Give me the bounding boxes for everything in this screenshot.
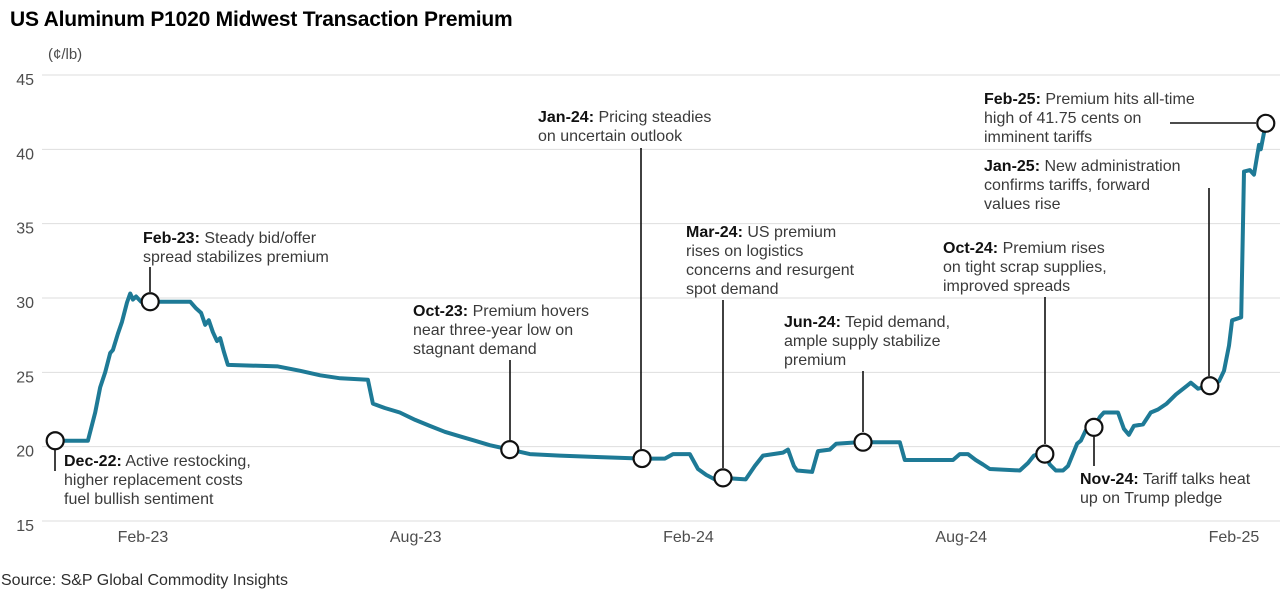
annotation-date-label: Feb-25:: [984, 91, 1041, 108]
data-point-marker-mar-24: [713, 468, 733, 488]
annotation-text-line: near three-year low on: [413, 322, 574, 339]
source-note: Source: S&P Global Commodity Insights: [1, 572, 288, 589]
annotation-text-line: fuel bullish sentiment: [64, 491, 214, 508]
annotation-text-line: imminent tariffs: [984, 129, 1093, 146]
annotation-text-line: ample supply stabilize: [784, 333, 941, 350]
y-axis-tick-label: 20: [16, 444, 34, 461]
annotation-feb-23: Feb-23: Steady bid/offer spread stabilize…: [143, 229, 403, 267]
annotation-date-label: Jun-24:: [784, 314, 841, 331]
x-axis-tick-label: Aug-24: [935, 529, 987, 546]
annotation-text-line: values rise: [984, 196, 1061, 213]
annotation-text-line: high of 41.75 cents on: [984, 110, 1142, 127]
annotation-text-line: spot demand: [686, 281, 779, 298]
annotation-date-label: Jan-25:: [984, 158, 1041, 175]
annotation-text-line: Premium hits all-time: [1040, 91, 1195, 108]
annotation-text-line: higher replacement costs: [64, 472, 243, 489]
annotation-text-line: concerns and resurgent: [686, 262, 855, 279]
annotation-date-label: Feb-23:: [143, 230, 200, 247]
annotation-date-label: Nov-24:: [1080, 471, 1139, 488]
annotation-jun-24: Jun-24: Tepid demand, ample supply stabil…: [784, 313, 999, 370]
x-axis-tick-label: Feb-25: [1209, 529, 1260, 546]
annotation-text-line: stagnant demand: [413, 341, 537, 358]
annotation-mar-24: Mar-24: US premium rises on logistics conc…: [686, 223, 906, 299]
annotation-text-line: Steady bid/offer: [199, 230, 317, 247]
y-axis-tick-label: 40: [16, 146, 34, 163]
annotation-text-line: spread stabilizes premium: [143, 249, 329, 266]
annotation-feb-25: Feb-25: Premium hits all-time high of 41.…: [984, 90, 1236, 147]
annotation-text-line: on uncertain outlook: [538, 128, 683, 145]
annotation-date-label: Dec-22:: [64, 453, 122, 470]
annotation-text-line: Tepid demand,: [840, 314, 951, 331]
y-axis-tick-label: 30: [16, 295, 34, 312]
annotation-date-label: Oct-24:: [943, 240, 999, 257]
annotation-dec-22: Dec-22: Active restocking, higher replace…: [64, 452, 309, 509]
y-axis-tick-label: 35: [16, 221, 34, 238]
data-point-marker-oct-23: [500, 440, 520, 460]
data-point-marker-nov-24: [1084, 417, 1104, 437]
data-point-marker-dec-22: [45, 431, 65, 451]
annotation-text-line: Premium hovers: [468, 303, 590, 320]
annotation-nov-24: Nov-24: Tariff talks heat up on Trump ple…: [1080, 470, 1280, 508]
y-axis-tick-label: 15: [16, 518, 34, 535]
chart-title: US Aluminum P1020 Midwest Transaction Pr…: [10, 8, 513, 31]
data-point-marker-jan-24: [632, 448, 652, 469]
premium-line: [53, 121, 1268, 482]
data-point-marker-oct-24: [1035, 444, 1055, 464]
annotation-text-line: Active restocking,: [121, 453, 251, 470]
annotation-date-label: Jan-24:: [538, 109, 595, 126]
data-point-marker-feb-23: [140, 292, 160, 312]
y-axis-tick-label: 25: [16, 369, 34, 386]
x-axis-tick-label: Feb-24: [663, 529, 714, 546]
x-axis-tick-label: Aug-23: [390, 529, 442, 546]
annotation-jan-25: Jan-25: New administration confirms tarif…: [984, 157, 1219, 214]
y-axis-tick-label: 45: [16, 72, 34, 89]
annotation-oct-23: Oct-23: Premium hovers near three-year lo…: [413, 302, 643, 359]
data-point-marker-feb-25: [1256, 113, 1276, 133]
annotation-text-line: US premium: [742, 224, 837, 241]
annotation-text-line: Premium rises: [998, 240, 1105, 257]
annotation-text-line: rises on logistics: [686, 243, 804, 260]
annotation-text-line: on tight scrap supplies,: [943, 259, 1107, 276]
annotation-text-line: New administration: [1040, 158, 1181, 175]
annotation-text-line: confirms tariffs, forward: [984, 177, 1150, 194]
annotation-jan-24: Jan-24: Pricing steadies on uncertain out…: [538, 108, 768, 146]
annotation-date-label: Oct-23:: [413, 303, 469, 320]
data-point-marker-jun-24: [853, 432, 873, 452]
data-point-marker-jan-25: [1200, 376, 1220, 396]
y-axis-unit-label: (¢/lb): [48, 46, 83, 63]
annotation-date-label: Mar-24:: [686, 224, 743, 241]
x-axis-tick-label: Feb-23: [118, 529, 169, 546]
annotation-oct-24: Oct-24: Premium rises on tight scrap supp…: [943, 239, 1158, 296]
annotation-text-line: Pricing steadies: [594, 109, 712, 126]
annotation-text-line: premium: [784, 352, 847, 369]
annotation-text-line: Tariff talks heat: [1138, 471, 1251, 488]
annotation-text-line: improved spreads: [943, 278, 1071, 295]
annotation-text-line: up on Trump pledge: [1080, 490, 1223, 507]
